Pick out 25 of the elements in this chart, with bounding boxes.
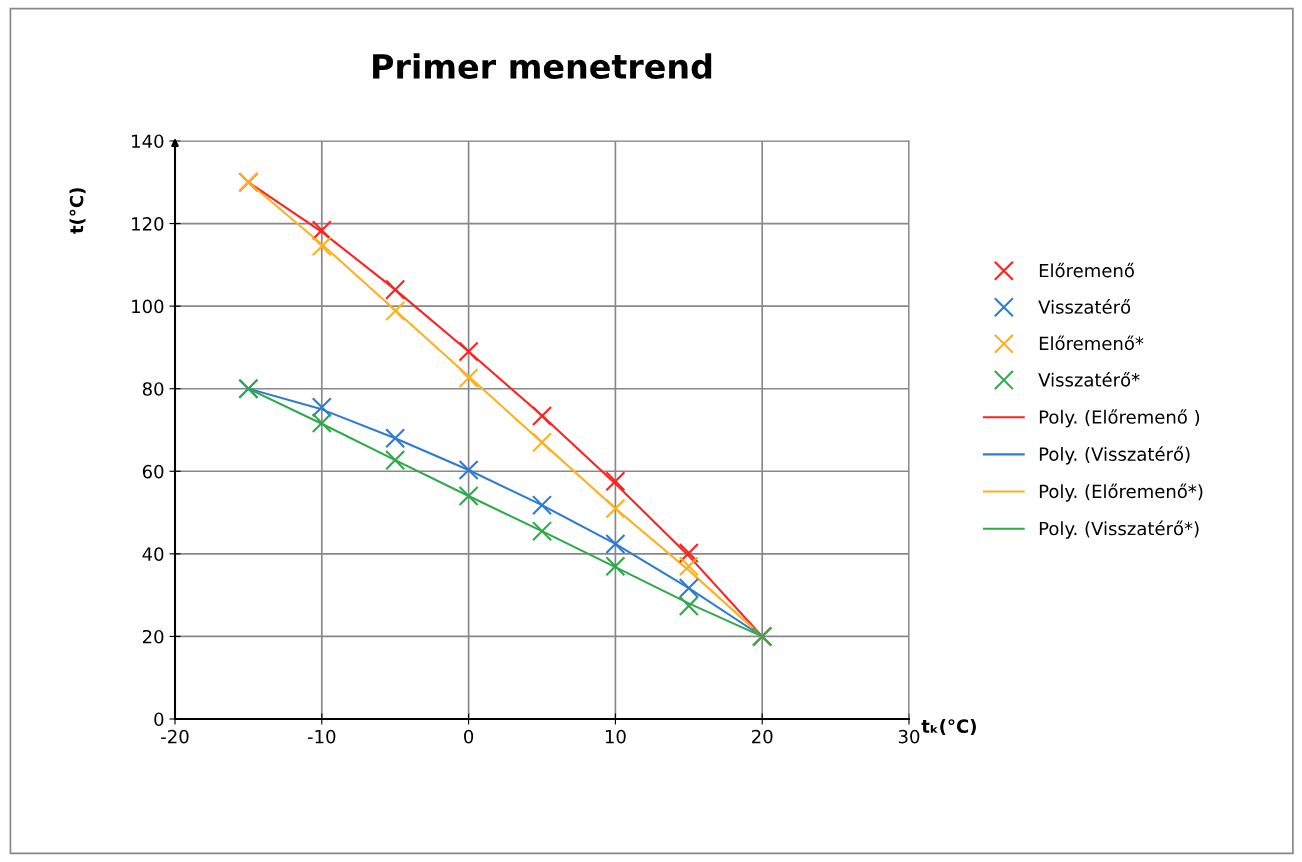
y-axis-title: t(°C) bbox=[69, 188, 86, 234]
y-tick-label: 80 bbox=[142, 382, 164, 396]
y-tick-label: 0 bbox=[154, 712, 164, 727]
x-axis-title: tₖ(°C) bbox=[921, 719, 976, 736]
y-tick-label: 140 bbox=[132, 134, 164, 149]
x-tick-label: 30 bbox=[898, 729, 920, 744]
y-tick-label: 60 bbox=[142, 464, 164, 479]
legend-label: Előremenő* bbox=[1039, 335, 1144, 351]
y-tick-label: 100 bbox=[132, 299, 164, 314]
x-tick-label: 20 bbox=[752, 729, 773, 744]
legend-label: Poly. (Visszatérő) bbox=[1039, 446, 1190, 465]
x-tick-label: -10 bbox=[307, 729, 336, 744]
legend-label: Poly. (Előremenő*) bbox=[1039, 483, 1203, 502]
x-tick-label: -20 bbox=[161, 729, 189, 744]
chart-title: Primer menetrend bbox=[373, 53, 712, 79]
legend-label: Visszatérő* bbox=[1038, 371, 1140, 387]
legend-label: Poly. (Előremenő ) bbox=[1039, 409, 1200, 428]
x-tick-label: 10 bbox=[605, 729, 626, 744]
legend-label: Előremenő bbox=[1039, 262, 1134, 278]
legend-label: Visszatérő bbox=[1038, 299, 1131, 314]
legend-label: Poly. (Visszatérő*) bbox=[1039, 520, 1199, 539]
y-tick-label: 40 bbox=[142, 547, 164, 561]
y-tick-label: 120 bbox=[132, 217, 164, 231]
y-tick-label: 20 bbox=[142, 629, 164, 644]
x-tick-label: 0 bbox=[464, 729, 474, 744]
